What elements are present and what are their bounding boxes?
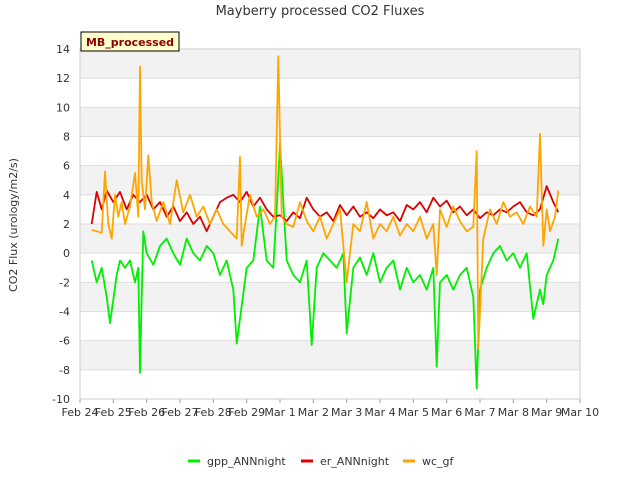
x-tick-label: Mar 9 xyxy=(531,406,562,419)
y-tick-label: -6 xyxy=(59,335,70,348)
y-tick-label: 2 xyxy=(63,218,70,231)
badge-label: MB_processed xyxy=(86,36,174,49)
y-tick-label: -4 xyxy=(59,306,70,319)
x-tick-label: Feb 24 xyxy=(62,406,99,419)
x-tick-label: Mar 8 xyxy=(498,406,529,419)
y-tick-label: 10 xyxy=(56,101,70,114)
x-tick-label: Mar 2 xyxy=(298,406,329,419)
x-tick-label: Mar 6 xyxy=(431,406,462,419)
series-lines xyxy=(90,55,560,390)
x-tick-label: Feb 25 xyxy=(95,406,132,419)
plot-band xyxy=(80,282,580,312)
y-tick-label: 0 xyxy=(63,247,70,260)
x-tick-label: Mar 7 xyxy=(464,406,495,419)
x-tick-label: Feb 26 xyxy=(128,406,165,419)
plot-band xyxy=(80,107,580,137)
y-tick-label: 6 xyxy=(63,160,70,173)
x-tick-label: Mar 10 xyxy=(561,406,599,419)
y-axis-ticks: -10 -8 -6 -4 -2 0 2 4 6 8 10 12 14 xyxy=(52,43,70,406)
x-tick-label: Feb 27 xyxy=(162,406,199,419)
series-line-gpp_ANNnight xyxy=(90,142,560,390)
y-tick-label: 8 xyxy=(63,131,70,144)
y-tick-label: 14 xyxy=(56,43,70,56)
y-tick-label: 4 xyxy=(63,189,70,202)
y-tick-label: 12 xyxy=(56,72,70,85)
y-tick-label: -10 xyxy=(52,393,70,406)
x-tick-label: Mar 3 xyxy=(331,406,362,419)
legend-entry: er_ANNnight xyxy=(320,455,390,468)
x-tick-label: Mar 1 xyxy=(264,406,295,419)
y-tick-label: -2 xyxy=(59,276,70,289)
plot-band xyxy=(80,165,580,195)
plot-band xyxy=(80,340,580,370)
series-line-wc_gf xyxy=(91,55,560,349)
plot-frame xyxy=(79,48,581,400)
x-tick-label: Feb 28 xyxy=(195,406,232,419)
legend: gpp_ANNnight er_ANNnight wc_gf xyxy=(188,455,455,468)
plot-band xyxy=(80,49,580,79)
badge-box xyxy=(80,31,180,52)
series-line-er_ANNnight xyxy=(90,185,560,233)
legend-entry: wc_gf xyxy=(422,455,455,468)
chart-title: Mayberry processed CO2 Fluxes xyxy=(216,4,425,19)
plot-band xyxy=(80,224,580,254)
x-tick-label: Mar 4 xyxy=(364,406,395,419)
x-tick-label: Mar 5 xyxy=(398,406,429,419)
y-axis-label: CO2 Flux (urology/m2/s) xyxy=(7,158,20,292)
y-tick-label: -8 xyxy=(59,364,70,377)
x-tick-label: Feb 29 xyxy=(228,406,265,419)
badge: MB_processed xyxy=(80,31,180,52)
legend-entry: gpp_ANNnight xyxy=(207,455,286,468)
